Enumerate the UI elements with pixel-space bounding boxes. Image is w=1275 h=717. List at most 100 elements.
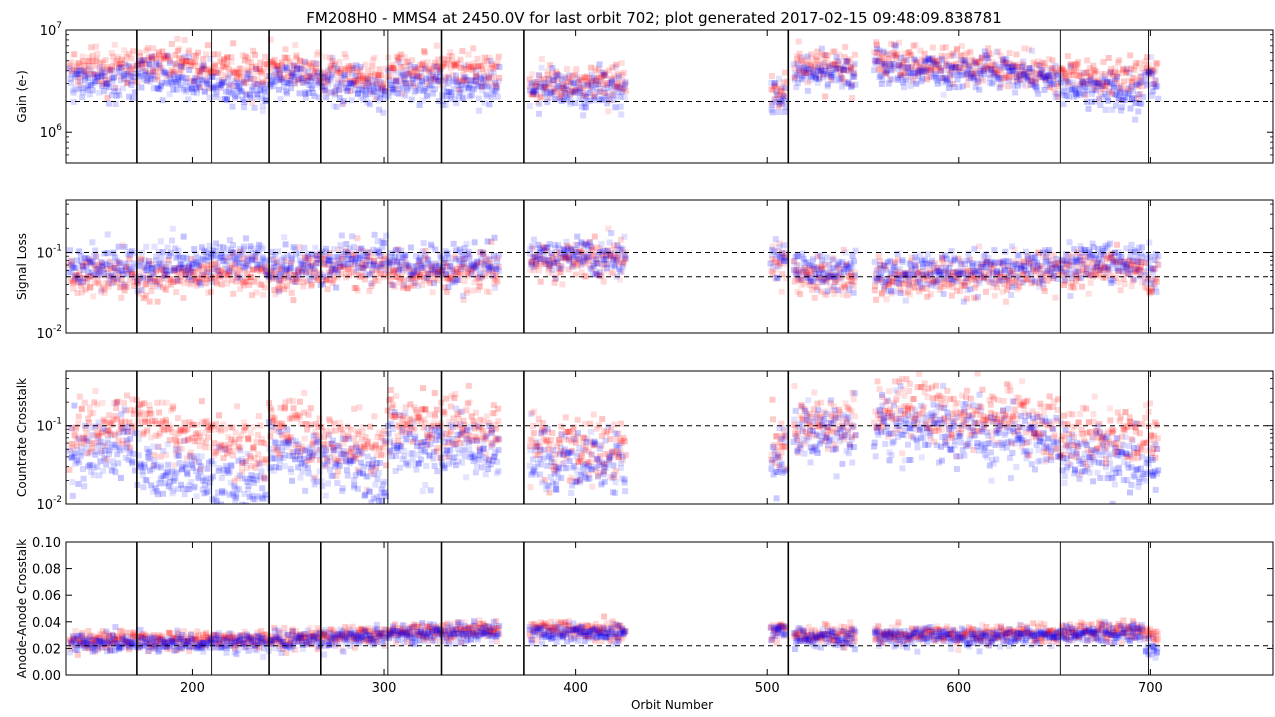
point-blue: [898, 55, 904, 61]
point-red: [169, 41, 175, 47]
point-blue: [276, 289, 282, 295]
point-red: [470, 288, 476, 294]
point-blue: [831, 77, 837, 83]
point-blue: [152, 75, 158, 81]
point-blue: [173, 61, 179, 67]
point-blue: [810, 256, 816, 262]
point-blue: [466, 249, 472, 255]
point-blue: [151, 244, 157, 250]
point-blue: [488, 58, 494, 64]
x-axis-label: Orbit Number: [631, 698, 713, 712]
point-blue: [86, 66, 92, 72]
point-blue: [89, 239, 95, 245]
point-blue: [909, 64, 915, 70]
point-blue: [622, 94, 628, 100]
point-blue: [342, 72, 348, 78]
point-red: [208, 289, 214, 295]
point-blue: [349, 233, 355, 239]
point-blue: [588, 243, 594, 249]
point-blue: [1012, 282, 1018, 288]
point-blue: [1132, 117, 1138, 123]
point-blue: [453, 73, 459, 79]
point-blue: [564, 239, 570, 245]
point-blue: [460, 293, 466, 299]
point-red: [849, 95, 855, 101]
point-blue: [1029, 48, 1035, 54]
point-red: [536, 267, 542, 273]
point-blue: [815, 287, 821, 293]
point-blue: [951, 52, 957, 58]
point-blue: [169, 238, 175, 244]
point-red: [592, 234, 598, 240]
point-blue: [1127, 70, 1133, 76]
point-blue: [850, 253, 856, 259]
point-blue: [1013, 65, 1019, 71]
point-blue: [1054, 256, 1060, 262]
point-red: [176, 46, 182, 52]
point-red: [928, 291, 934, 297]
point-red: [230, 291, 236, 297]
point-blue: [899, 259, 905, 265]
point-blue: [496, 253, 502, 259]
point-blue: [297, 250, 303, 256]
point-blue: [475, 263, 481, 269]
point-red: [229, 59, 235, 65]
point-red: [354, 235, 360, 241]
point-blue: [401, 282, 407, 288]
y-axis-label-gain: Gain (e-): [15, 70, 29, 122]
point-blue: [116, 92, 122, 98]
point-blue: [105, 232, 111, 238]
point-blue: [146, 258, 152, 264]
point-blue: [287, 80, 293, 86]
point-blue: [1154, 83, 1160, 89]
point-red: [782, 70, 788, 76]
point-blue: [165, 245, 171, 251]
point-red: [103, 57, 109, 63]
point-blue: [73, 265, 79, 271]
point-red: [797, 291, 803, 297]
point-blue: [608, 230, 614, 236]
point-red: [573, 66, 579, 72]
point-blue: [292, 279, 298, 285]
point-blue: [775, 275, 781, 281]
point-blue: [1130, 88, 1136, 94]
point-blue: [381, 240, 387, 246]
point-blue: [852, 61, 858, 67]
point-blue: [797, 275, 803, 281]
point-red: [425, 59, 431, 65]
point-blue: [494, 85, 500, 91]
point-blue: [801, 73, 807, 79]
point-red: [118, 295, 124, 301]
point-red: [355, 288, 361, 294]
point-blue: [597, 273, 603, 279]
point-red: [1116, 57, 1122, 63]
point-blue: [574, 234, 580, 240]
point-blue: [819, 61, 825, 67]
point-red: [262, 285, 268, 291]
point-blue: [822, 52, 828, 58]
point-blue: [583, 104, 589, 110]
point-blue: [1135, 109, 1141, 115]
point-blue: [533, 91, 539, 97]
point-blue: [536, 72, 542, 78]
point-blue: [536, 111, 542, 117]
point-blue: [102, 70, 108, 76]
point-blue: [248, 95, 254, 101]
point-red: [283, 46, 289, 52]
point-blue: [570, 261, 576, 267]
point-blue: [1031, 279, 1037, 285]
point-blue: [496, 64, 502, 70]
point-blue: [461, 63, 467, 69]
point-red: [1014, 52, 1020, 58]
point-blue: [623, 256, 629, 262]
point-blue: [799, 54, 805, 60]
point-blue: [274, 259, 280, 265]
point-blue: [201, 62, 207, 68]
point-blue: [390, 282, 396, 288]
point-red: [822, 94, 828, 100]
point-blue: [241, 246, 247, 252]
point-blue: [1114, 74, 1120, 80]
point-blue: [313, 60, 319, 66]
point-blue: [126, 64, 132, 70]
